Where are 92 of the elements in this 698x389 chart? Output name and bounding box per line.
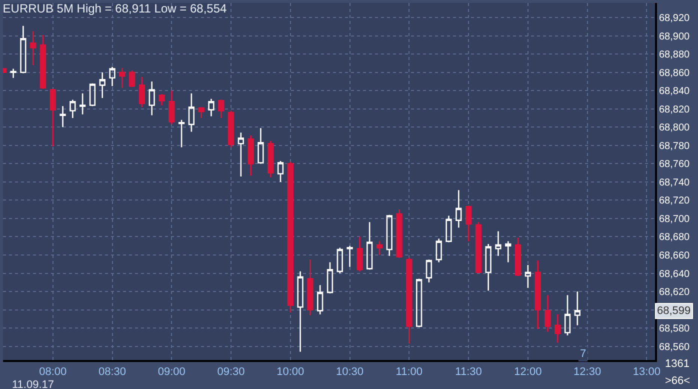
candlestick: [30, 30, 36, 66]
candlestick: [446, 215, 452, 243]
candlestick: [277, 160, 284, 183]
candlestick: [109, 66, 116, 87]
y-tick-label: 68,680: [659, 232, 690, 244]
y-tick-label: 68,760: [659, 159, 690, 170]
annotation: 7: [580, 348, 586, 360]
y-tick-label: 68,840: [659, 86, 690, 98]
candlestick: [534, 260, 541, 330]
candlestick: [465, 205, 472, 242]
y-tick-label: 68,560: [659, 342, 690, 353]
candlestick: [406, 257, 412, 344]
candlestick: [356, 236, 363, 272]
candlestick: [514, 237, 522, 277]
y-tick-label: 68,900: [659, 31, 690, 42]
y-tick-label: 68,700: [659, 214, 690, 225]
candlestick: [138, 76, 146, 108]
candlestick: [485, 243, 492, 292]
x-tick-label: 08:00: [39, 366, 67, 378]
candlestick: [218, 99, 224, 119]
candlestick: [554, 314, 561, 344]
candlestick: [376, 240, 383, 256]
candlestick: [366, 221, 373, 270]
y-tick-label: 68,820: [659, 104, 690, 116]
candlestick: [60, 106, 66, 128]
x-tick-label: 10:30: [336, 366, 364, 378]
candlestick: [10, 68, 16, 79]
candlestick: [50, 88, 56, 147]
candlestick: [198, 106, 204, 119]
text: >66<: [665, 375, 690, 387]
y-tick-label: 68,740: [659, 177, 690, 188]
annotation: 68,599: [657, 305, 691, 317]
candlestick: [317, 284, 324, 315]
candlestick: [158, 94, 165, 106]
candlestick: [178, 119, 185, 148]
candlestick: [258, 127, 264, 164]
y-tick-label: 68,860: [659, 68, 690, 79]
candlestick: [297, 270, 304, 352]
candlestick: [89, 82, 96, 107]
x-tick-label: 13:00: [632, 366, 660, 378]
text: 11.09.17: [12, 379, 54, 389]
candlestick: [396, 208, 402, 258]
candlestick: [426, 258, 432, 284]
candlestick: [564, 294, 571, 336]
candlestick: [307, 258, 314, 316]
candlestick: [99, 72, 106, 99]
y-tick-label: 68,720: [659, 196, 690, 207]
candlestick: [188, 92, 195, 132]
candlestick: [416, 278, 422, 328]
candlestick: [40, 34, 46, 90]
candlestick: [238, 132, 244, 178]
candlestick: [346, 245, 353, 268]
x-tick-label: 09:00: [158, 366, 186, 378]
x-tick-label: 09:30: [217, 366, 245, 378]
candlestick: [326, 262, 334, 294]
candlestick: [456, 190, 462, 228]
x-tick-label: 11:30: [455, 366, 482, 378]
candlestick: [336, 247, 343, 274]
candlestick: [148, 80, 155, 116]
y-tick-label: 68,880: [659, 50, 690, 61]
x-tick-label: 12:30: [574, 366, 602, 378]
chart-title: EURRUB 5M High = 68,911 Low = 68,554: [2, 1, 228, 16]
candlestick: [119, 67, 126, 89]
candlestick: [386, 214, 392, 257]
y-tick-label: 68,640: [659, 268, 690, 280]
x-tick-label: 08:30: [98, 366, 126, 378]
x-tick-label: 11:00: [396, 366, 423, 378]
candlestick: [20, 25, 26, 74]
candlestick: [248, 134, 254, 176]
x-tick-label: 10:00: [276, 366, 304, 378]
x-tick-label: 12:00: [514, 366, 542, 378]
y-tick-label: 68,780: [659, 140, 690, 152]
candlestick: [524, 264, 531, 289]
candlestick: [495, 230, 502, 257]
y-tick-label: 68,660: [659, 250, 690, 262]
candlestick: [544, 294, 551, 332]
candlestick: [168, 90, 175, 126]
candlestick: [475, 221, 482, 274]
text: 1361: [665, 358, 690, 370]
candlestick: [268, 140, 274, 178]
candlestick: [128, 70, 136, 88]
candlestick: [80, 92, 86, 116]
candlestick: [70, 99, 76, 119]
y-tick-label: 68,580: [659, 324, 690, 335]
candlestick: [574, 290, 580, 326]
candlestick: [228, 110, 234, 148]
candlestick: [505, 240, 512, 263]
y-tick-label: 68,920: [659, 13, 690, 24]
candlestick: [436, 238, 442, 263]
y-tick-label: 68,800: [659, 122, 690, 134]
y-tick-label: 68,620: [659, 287, 690, 298]
candlestick: [208, 98, 214, 117]
